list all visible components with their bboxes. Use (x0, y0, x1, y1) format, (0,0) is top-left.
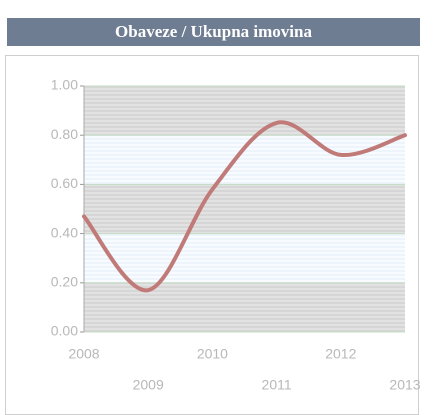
x-tick-label: 2008 (68, 346, 99, 362)
line (82, 120, 407, 293)
y-tick-label: 0.60 (51, 175, 78, 191)
y-tick-label: 1.00 (51, 77, 78, 93)
plot-band (84, 184, 405, 234)
plot-band (84, 233, 405, 283)
y-tick-label: 0.00 (51, 323, 78, 339)
x-tick-label: 2011 (262, 377, 292, 393)
chart-title: Obaveze / Ukupna imovina (7, 18, 420, 46)
y-tick-label: 0.20 (51, 274, 78, 290)
y-tick-label: 0.40 (51, 224, 78, 240)
plot-band (84, 135, 405, 185)
x-tick-label: 2009 (133, 377, 164, 393)
plot-band (84, 86, 405, 136)
y-tick-label: 0.80 (51, 126, 78, 142)
x-tick-label: 2012 (325, 346, 356, 362)
x-tick-label: 2013 (389, 377, 420, 393)
x-tick-label: 2010 (197, 346, 228, 362)
plot-band (84, 282, 405, 332)
